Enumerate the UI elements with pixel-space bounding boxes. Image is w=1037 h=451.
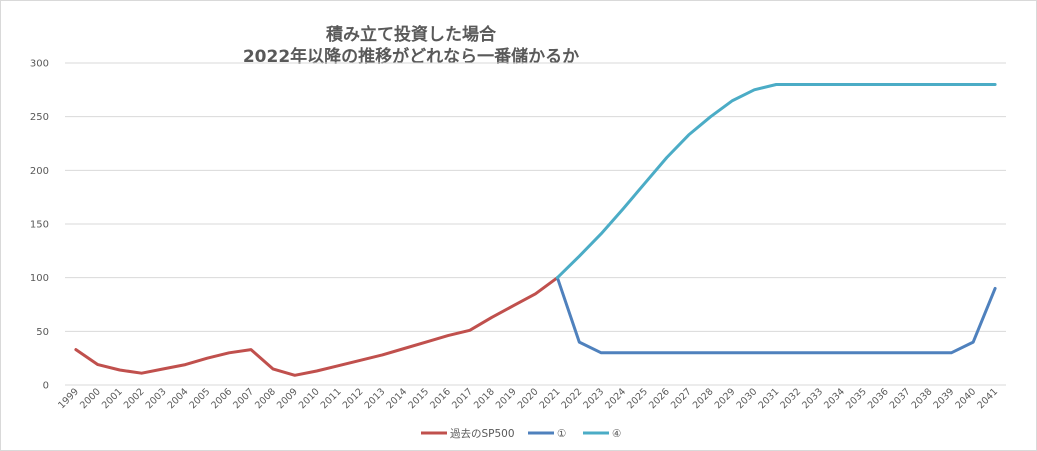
x-tick-label: 2033 [800, 386, 825, 411]
legend-label: ④ [612, 428, 621, 440]
x-tick-label: 2027 [669, 386, 694, 411]
x-tick-label: 2001 [100, 386, 125, 411]
x-tick-label: 2007 [231, 386, 256, 411]
x-tick-label: 2000 [78, 386, 103, 411]
y-tick-label: 200 [30, 166, 49, 177]
x-tick-label: 2032 [778, 386, 803, 411]
chart-title-line-1: 積み立て投資した場合 [326, 24, 497, 45]
legend-label: ① [557, 428, 566, 440]
x-tick-label: 2014 [384, 386, 409, 411]
x-tick-label: 2039 [932, 386, 957, 411]
y-tick-label: 100 [30, 273, 49, 284]
y-tick-label: 300 [30, 59, 49, 70]
y-tick-label: 50 [36, 327, 49, 338]
x-tick-label: 2009 [275, 386, 300, 411]
x-tick-label: 2041 [975, 386, 1000, 411]
gridlines [65, 62, 1006, 386]
x-tick-label: 2012 [341, 386, 366, 411]
y-tick-label: 250 [30, 112, 49, 123]
x-tick-label: 2017 [450, 386, 475, 411]
x-tick-label: 2029 [713, 386, 738, 411]
x-tick-label: 2025 [625, 386, 650, 411]
x-axis: 1999200020012002200320042005200620072008… [56, 386, 1000, 411]
x-tick-label: 2004 [166, 386, 191, 411]
x-tick-label: 2002 [122, 386, 147, 411]
x-tick-label: 2018 [472, 386, 497, 411]
legend-item-0: 過去のSP500 [421, 428, 515, 440]
chart-title-line-2: 2022年以降の推移がどれなら一番儲かるか [243, 46, 579, 67]
x-tick-label: 2034 [822, 386, 847, 411]
x-tick-label: 2031 [756, 386, 781, 411]
x-tick-label: 2022 [560, 386, 585, 411]
series-line-1 [555, 276, 997, 355]
x-tick-label: 2019 [494, 386, 519, 411]
x-tick-label: 2028 [691, 386, 716, 411]
x-tick-label: 2011 [319, 386, 344, 411]
x-tick-label: 2008 [253, 386, 278, 411]
x-tick-label: 2023 [581, 386, 606, 411]
y-tick-label: 150 [30, 220, 49, 231]
x-tick-label: 2015 [406, 386, 431, 411]
x-tick-label: 2037 [888, 386, 913, 411]
x-tick-label: 2020 [516, 386, 541, 411]
x-tick-label: 2021 [538, 386, 563, 411]
x-tick-label: 2024 [603, 386, 628, 411]
legend-item-1: ① [528, 428, 566, 440]
x-tick-label: 1999 [56, 386, 81, 411]
x-tick-label: 2016 [428, 386, 453, 411]
x-tick-label: 2003 [144, 386, 169, 411]
x-tick-label: 2026 [647, 386, 672, 411]
x-tick-label: 2040 [953, 386, 978, 411]
x-tick-label: 2013 [363, 386, 388, 411]
x-tick-label: 2030 [735, 386, 760, 411]
x-tick-label: 2038 [910, 386, 935, 411]
y-tick-label: 0 [43, 381, 49, 392]
series-line-2 [555, 83, 997, 280]
x-tick-label: 2010 [297, 386, 322, 411]
x-tick-label: 2036 [866, 386, 891, 411]
x-tick-label: 2005 [187, 386, 212, 411]
series-line-0 [74, 276, 559, 377]
y-axis: 0 50 100 150 200 250 300 [30, 59, 49, 392]
legend-label: 過去のSP500 [450, 428, 515, 440]
series-lines [74, 83, 997, 377]
legend: 過去のSP500 ① ④ [421, 428, 621, 440]
legend-item-2: ④ [583, 428, 621, 440]
x-tick-label: 2035 [844, 386, 869, 411]
x-tick-label: 2006 [209, 386, 234, 411]
